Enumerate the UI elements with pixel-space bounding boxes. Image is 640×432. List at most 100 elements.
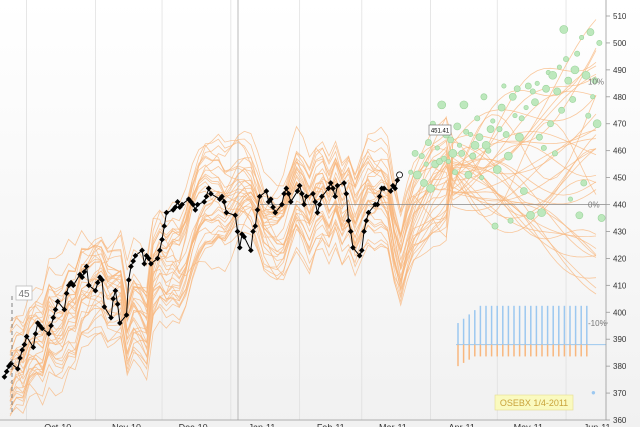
forecast-point	[513, 85, 521, 93]
pct-marker-label: 10%	[588, 78, 604, 87]
forecast-point	[591, 77, 599, 85]
forecast-point	[436, 158, 443, 165]
history-point	[256, 193, 263, 200]
forecast-point	[441, 155, 447, 162]
y-tick-label: 490	[613, 66, 627, 75]
forecast-point	[579, 35, 585, 41]
forecast-point	[496, 126, 503, 133]
analog-line	[9, 50, 597, 353]
history-point	[394, 177, 401, 184]
history-point	[128, 263, 134, 270]
analog-line	[9, 155, 597, 376]
history-point	[303, 193, 310, 200]
forecast-point	[490, 118, 496, 124]
history-point	[392, 185, 398, 192]
forecast-point	[569, 96, 577, 103]
forecast-point	[458, 149, 466, 157]
forecast-point	[551, 150, 558, 157]
history-point	[381, 185, 387, 192]
history-point	[254, 207, 261, 213]
history-point	[112, 287, 119, 294]
history-point	[194, 201, 201, 208]
forecast-point	[592, 119, 602, 129]
forecast-point	[413, 170, 422, 180]
forecast-point	[536, 133, 543, 141]
forecast-point	[559, 25, 569, 34]
history-point	[294, 188, 301, 194]
forecast-point	[486, 125, 495, 133]
history-point	[387, 188, 394, 194]
forecast-point	[469, 152, 477, 160]
forecast-point	[548, 70, 558, 80]
analog-line	[9, 167, 597, 364]
history-point	[94, 279, 101, 286]
forecast-point	[470, 140, 480, 150]
history-point	[281, 190, 287, 197]
history-point	[208, 190, 214, 197]
history-point	[17, 355, 23, 361]
forecast-point	[515, 132, 524, 142]
forecast-point	[581, 70, 591, 80]
forecast-point	[590, 94, 596, 100]
x-tick-label: Feb-11	[317, 422, 345, 427]
history-point	[174, 199, 181, 205]
forecast-point	[585, 112, 592, 119]
pct-marker-label: 0%	[588, 201, 600, 210]
forecast-point	[434, 145, 440, 151]
history-point	[83, 263, 90, 270]
forecast-point	[580, 179, 588, 187]
forecast-point	[574, 50, 581, 57]
forecast-point	[452, 169, 459, 176]
history-point	[330, 185, 336, 192]
period-marker-box	[15, 285, 33, 301]
history-point	[114, 301, 121, 308]
history-point	[250, 228, 256, 235]
forecast-point	[537, 208, 546, 217]
forecast-point	[567, 196, 573, 202]
y-tick-label: 370	[613, 389, 627, 398]
history-point	[301, 201, 307, 208]
forecast-point	[586, 28, 595, 37]
forecast-point	[468, 132, 474, 138]
badge-text: OSEBX 1/4-2011	[500, 398, 568, 408]
history-point	[223, 209, 230, 216]
y-tick-label: 430	[613, 227, 627, 236]
forecast-point	[456, 142, 462, 148]
forecast-point	[492, 165, 502, 174]
analog-line	[9, 61, 597, 407]
history-point	[117, 320, 123, 326]
y-tick-label: 420	[613, 254, 627, 263]
history-point	[161, 223, 168, 229]
history-point	[190, 201, 196, 208]
history-point	[79, 274, 85, 281]
y-tick-label: 380	[613, 362, 627, 371]
forecast-point	[542, 84, 550, 93]
history-point	[343, 190, 350, 197]
history-point	[285, 190, 292, 197]
y-tick-label: 460	[613, 147, 627, 156]
y-tick-label: 400	[613, 308, 627, 317]
forecast-point	[418, 153, 425, 160]
history-point	[201, 199, 208, 205]
forecast-point	[507, 217, 514, 224]
analog-line	[9, 115, 597, 406]
forecast-point	[491, 222, 499, 230]
x-tick-label: Oct-10	[44, 422, 71, 427]
history-point	[148, 260, 154, 267]
forecast-point	[501, 83, 507, 89]
forecast-point	[563, 56, 569, 63]
last-value-label: 451.41	[431, 129, 450, 135]
forecast-point	[463, 128, 470, 135]
forecast-point	[597, 214, 606, 222]
analog-line	[9, 95, 597, 397]
forecast-point	[575, 211, 584, 220]
forecast-point	[523, 105, 529, 111]
forecast-point	[437, 100, 447, 110]
history-point	[203, 193, 210, 200]
y-tick-label: 500	[613, 39, 627, 48]
analog-line	[9, 143, 597, 410]
history-series	[1, 171, 403, 380]
forecast-point	[423, 161, 429, 167]
forecast-point	[474, 115, 481, 122]
history-point	[141, 260, 148, 267]
